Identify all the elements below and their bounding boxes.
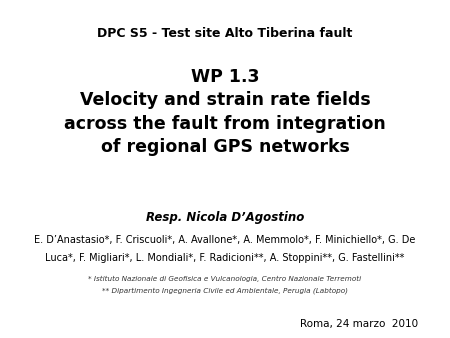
Text: * Istituto Nazionale di Geofisica e Vulcanologia, Centro Nazionale Terremoti: * Istituto Nazionale di Geofisica e Vulc…	[89, 275, 361, 282]
Text: WP 1.3
Velocity and strain rate fields
across the fault from integration
of regi: WP 1.3 Velocity and strain rate fields a…	[64, 68, 386, 156]
Text: Luca*, F. Migliari*, L. Mondiali*, F. Radicioni**, A. Stoppini**, G. Fastellini*: Luca*, F. Migliari*, L. Mondiali*, F. Ra…	[45, 253, 405, 263]
Text: ** Dipartimento Ingegneria Civile ed Ambientale, Perugia (Labtopo): ** Dipartimento Ingegneria Civile ed Amb…	[102, 287, 348, 294]
Text: E. D’Anastasio*, F. Criscuoli*, A. Avallone*, A. Memmolo*, F. Minichiello*, G. D: E. D’Anastasio*, F. Criscuoli*, A. Avall…	[34, 235, 416, 245]
Text: Roma, 24 marzo  2010: Roma, 24 marzo 2010	[301, 319, 418, 330]
Text: DPC S5 - Test site Alto Tiberina fault: DPC S5 - Test site Alto Tiberina fault	[97, 27, 353, 40]
Text: Resp. Nicola D’Agostino: Resp. Nicola D’Agostino	[146, 211, 304, 224]
